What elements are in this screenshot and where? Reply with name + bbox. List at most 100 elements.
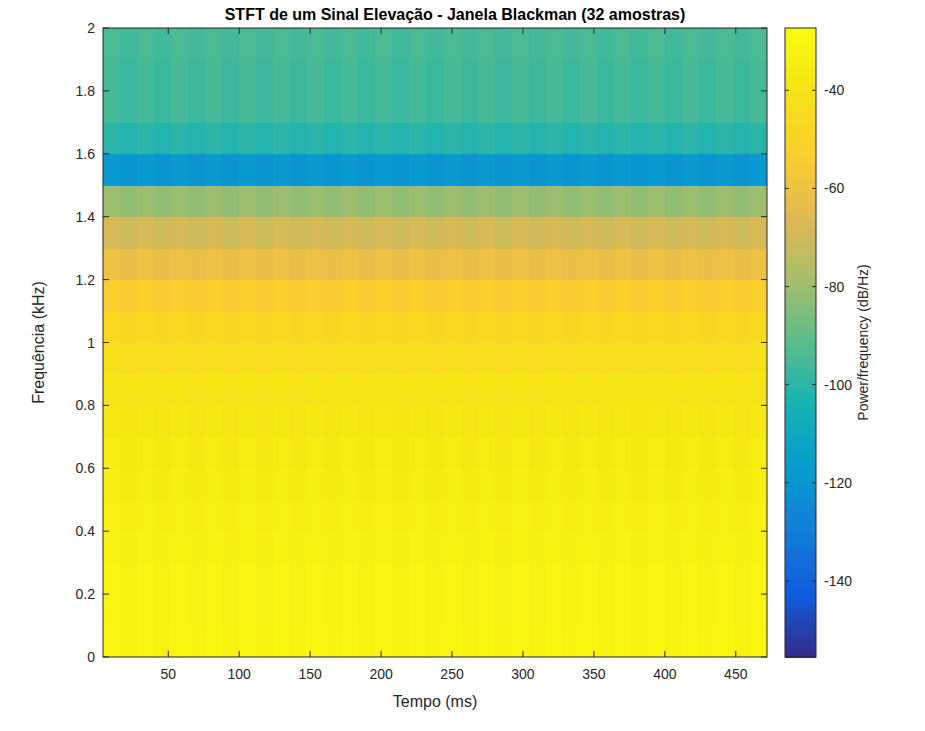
cell — [631, 280, 649, 312]
cell — [324, 154, 342, 186]
cell — [120, 154, 138, 186]
cell — [682, 594, 700, 626]
cell — [699, 280, 717, 312]
cell — [239, 468, 257, 500]
cell — [290, 500, 308, 532]
x-tick — [168, 651, 169, 657]
cell — [648, 343, 666, 375]
cell — [699, 343, 717, 375]
cell — [682, 531, 700, 563]
cell — [256, 594, 274, 626]
cell — [648, 531, 666, 563]
colorbar-step — [785, 519, 816, 525]
colorbar-step — [785, 72, 816, 78]
cell — [614, 500, 632, 532]
cell — [563, 59, 581, 91]
cell — [426, 405, 444, 437]
cell — [716, 122, 734, 154]
colorbar-step — [785, 166, 816, 172]
cell — [444, 626, 462, 657]
cell — [307, 437, 325, 469]
colorbar-step — [785, 107, 816, 113]
cell — [512, 531, 530, 563]
cell — [495, 626, 513, 657]
cell — [597, 594, 615, 626]
colorbar-step — [785, 161, 816, 167]
cell — [154, 248, 172, 280]
cell — [648, 59, 666, 91]
cell — [188, 59, 206, 91]
cell — [392, 217, 410, 249]
cell — [478, 563, 496, 595]
cell — [682, 91, 700, 123]
cell — [733, 28, 751, 60]
cell — [137, 248, 155, 280]
cell — [665, 154, 683, 186]
cell — [631, 531, 649, 563]
cell — [256, 343, 274, 375]
cell — [256, 374, 274, 406]
cell — [137, 122, 155, 154]
colorbar-step — [785, 426, 816, 432]
cell — [205, 531, 223, 563]
colorbar-step — [785, 126, 816, 132]
cell — [478, 437, 496, 469]
cell — [171, 248, 189, 280]
cell — [546, 594, 564, 626]
cell — [461, 280, 479, 312]
cell — [648, 405, 666, 437]
cell — [409, 626, 427, 657]
cell — [665, 248, 683, 280]
cell — [495, 59, 513, 91]
cell — [171, 626, 189, 657]
cell — [103, 28, 121, 60]
cell — [529, 217, 547, 249]
cell — [171, 59, 189, 91]
y-tick-label: 1.6 — [76, 146, 96, 162]
colorbar-tick — [785, 384, 789, 385]
cell — [358, 122, 376, 154]
cell — [614, 217, 632, 249]
y-tick — [761, 28, 767, 29]
cell — [358, 343, 376, 375]
colorbar-step — [785, 190, 816, 196]
cell — [137, 626, 155, 657]
x-tick — [452, 651, 453, 657]
cell — [256, 468, 274, 500]
cell — [665, 531, 683, 563]
cell — [103, 343, 121, 375]
cell — [461, 185, 479, 217]
cell — [580, 563, 598, 595]
y-tick-label: 1.2 — [76, 272, 96, 288]
colorbar-step — [785, 333, 816, 339]
cell — [665, 468, 683, 500]
y-tick — [761, 342, 767, 343]
cell — [546, 405, 564, 437]
cell — [358, 248, 376, 280]
cell — [597, 248, 615, 280]
colorbar-step — [785, 578, 816, 584]
cell — [444, 91, 462, 123]
colorbar-tick-label: -120 — [824, 475, 852, 491]
colorbar-step — [785, 180, 816, 186]
cell — [665, 28, 683, 60]
colorbar-step — [785, 623, 816, 629]
cell — [290, 248, 308, 280]
cell — [307, 248, 325, 280]
cell — [597, 531, 615, 563]
cell — [188, 500, 206, 532]
cell — [631, 185, 649, 217]
cell — [358, 280, 376, 312]
cell — [273, 594, 291, 626]
colorbar-step — [785, 352, 816, 358]
cell — [716, 374, 734, 406]
cell — [324, 311, 342, 343]
cell — [222, 374, 240, 406]
cell — [597, 500, 615, 532]
cell — [222, 311, 240, 343]
cell — [733, 343, 751, 375]
colorbar-step — [785, 156, 816, 162]
colorbar-step — [785, 397, 816, 403]
cell — [512, 626, 530, 657]
cell — [597, 185, 615, 217]
